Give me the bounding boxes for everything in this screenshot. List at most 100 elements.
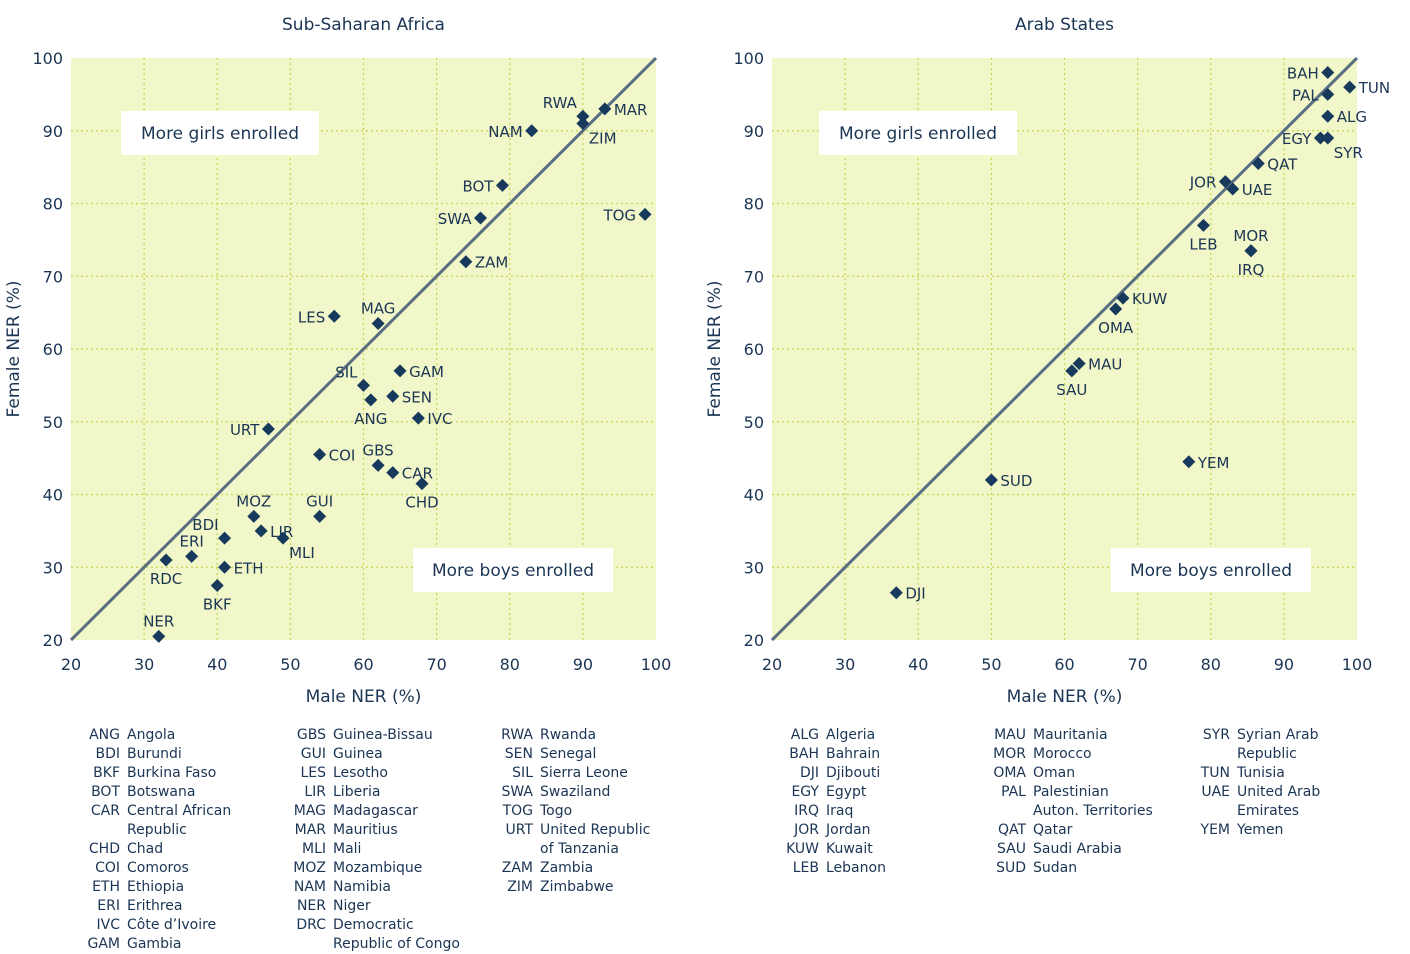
point-label-ang: ANG: [354, 410, 387, 428]
data-point-mli: [276, 531, 290, 545]
data-point-leb: [1196, 218, 1210, 232]
legend-country-name: Djibouti: [826, 765, 881, 781]
legend-code: ZIM: [507, 879, 533, 895]
point-label-coi: COI: [329, 446, 356, 464]
data-point-sud: [984, 473, 998, 487]
y-tick-label: 30: [43, 558, 63, 577]
legend-code: LES: [300, 765, 326, 781]
legend-entry-mor: MOR Morocco: [982, 745, 1153, 764]
point-label-rwa: RWA: [543, 94, 578, 112]
x-axis-label: Male NER (%): [1007, 687, 1123, 707]
legend-entry-bah: BAH Bahrain: [775, 745, 886, 764]
legend-entry-qat: QAT Qatar: [982, 821, 1153, 840]
legend-code: URT: [505, 822, 533, 838]
point-label-zim: ZIM: [589, 129, 617, 147]
legend-code: PAL: [1001, 784, 1026, 800]
legend-entry-ner: NER Niger: [282, 897, 460, 916]
x-tick-label: 80: [500, 655, 520, 674]
x-tick-label: 40: [908, 655, 928, 674]
legend-entry-gam: GAM Gambia: [76, 935, 231, 954]
legend-country-name: Saudi Arabia: [1033, 841, 1122, 857]
legend-country-name: Lesotho: [333, 765, 388, 781]
x-tick-label: 50: [280, 655, 300, 674]
point-label-moz: MOZ: [236, 492, 271, 510]
x-axis-label: Male NER (%): [306, 687, 422, 707]
x-tick-label: 30: [134, 655, 154, 674]
legend-code: IRQ: [794, 803, 819, 819]
point-label-car: CAR: [402, 465, 433, 483]
point-label-rdc: RDC: [150, 570, 182, 588]
y-tick-label: 80: [744, 195, 764, 214]
point-label-zam: ZAM: [475, 254, 508, 272]
data-point-coi: [313, 447, 327, 461]
legend-code: MLI: [301, 841, 326, 857]
data-point-ang: [364, 393, 378, 407]
data-point-bah: [1321, 66, 1335, 80]
legend-code: GAM: [87, 936, 120, 952]
legend-entry-sud: SUD Sudan: [982, 859, 1153, 878]
legend-entry-gui: GUI Guinea: [282, 745, 460, 764]
point-label-urt: URT: [230, 421, 260, 439]
data-point-mar: [598, 102, 612, 116]
y-tick-label: 20: [744, 631, 764, 650]
annotation-box-girls: [819, 111, 1017, 155]
point-label-tog: TOG: [602, 206, 636, 224]
legend-country-name: Syrian Arab Republic: [1237, 727, 1319, 762]
data-point-mag: [371, 317, 385, 331]
legend-entry-sau: SAU Saudi Arabia: [982, 840, 1153, 859]
legend-country-name: Liberia: [333, 784, 381, 800]
legend-entry-eth: ETH Ethiopia: [76, 878, 231, 897]
point-label-eth: ETH: [234, 559, 264, 577]
data-point-oma: [1109, 302, 1123, 316]
legend-entry-swa: SWA Swaziland: [489, 783, 650, 802]
legend-country-name: Oman: [1033, 765, 1076, 781]
legend-country-name: Guinea-Bissau: [333, 727, 433, 743]
legend-country-name: Lebanon: [826, 860, 886, 876]
legend-column: SYR Syrian Arab Republic TUN Tunisia UAE Unit…: [1186, 726, 1321, 840]
legend-country-name: Swaziland: [540, 784, 611, 800]
annotation-more-girls: More girls enrolled: [141, 124, 299, 144]
data-point-swa: [474, 211, 487, 225]
point-label-egy: EGY: [1282, 130, 1312, 148]
legend-code: CAR: [90, 803, 120, 819]
data-point-tun: [1343, 80, 1357, 94]
data-point-uae: [1226, 182, 1240, 196]
legend-code: SUD: [996, 860, 1026, 876]
legend-country-name: Palestinian Auton. Territories: [1033, 784, 1153, 819]
legend-code: BKF: [93, 765, 120, 781]
data-point-bot: [495, 178, 509, 192]
legend-code: CHD: [88, 841, 120, 857]
y-tick-label: 60: [43, 340, 63, 359]
legend-country-name: Côte d’Ivoire: [127, 917, 217, 933]
data-point-egy: [1313, 131, 1327, 145]
data-point-qat: [1251, 156, 1265, 170]
x-tick-label: 100: [641, 655, 672, 674]
point-label-gui: GUI: [306, 492, 333, 510]
chart-sub-saharan-africa: Sub-Saharan Africa 20 30 40 50 60 70 80 90 100 20 3…: [4, 15, 671, 707]
point-label-bkf: BKF: [203, 595, 232, 613]
data-point-jor: [1218, 175, 1232, 189]
legend-country-name: Mozambique: [333, 860, 423, 876]
point-label-yem: YEM: [1197, 454, 1230, 472]
legend-entry-zam: ZAM Zambia: [489, 859, 650, 878]
data-point-pal: [1321, 87, 1335, 101]
x-tick-label: 70: [426, 655, 446, 674]
legend-entry-yem: YEM Yemen: [1186, 821, 1320, 840]
legend-code: COI: [95, 860, 120, 876]
point-label-sen: SEN: [402, 388, 432, 406]
legend-code: BOT: [91, 784, 120, 800]
legend-code: BDI: [95, 746, 120, 762]
data-point-moz: [247, 509, 261, 523]
y-tick-label: 50: [744, 413, 764, 432]
legend-entry-car: CAR Central African Republic: [76, 802, 231, 840]
legend-country-name: Kuwait: [826, 841, 873, 857]
legend-country-name: Democratic Republic of Congo: [333, 917, 460, 952]
legend-entry-tun: TUN Tunisia: [1186, 764, 1320, 783]
y-tick-label: 60: [744, 340, 764, 359]
x-tick-label: 90: [1274, 655, 1294, 674]
legend-entry-les: LES Lesotho: [282, 764, 460, 783]
data-point-tog: [638, 207, 652, 221]
legend-code: TUN: [1200, 765, 1230, 781]
legend-country-name: Guinea: [333, 746, 383, 762]
legend-entry-urt: URT United Republic of Tanzania: [489, 821, 650, 859]
